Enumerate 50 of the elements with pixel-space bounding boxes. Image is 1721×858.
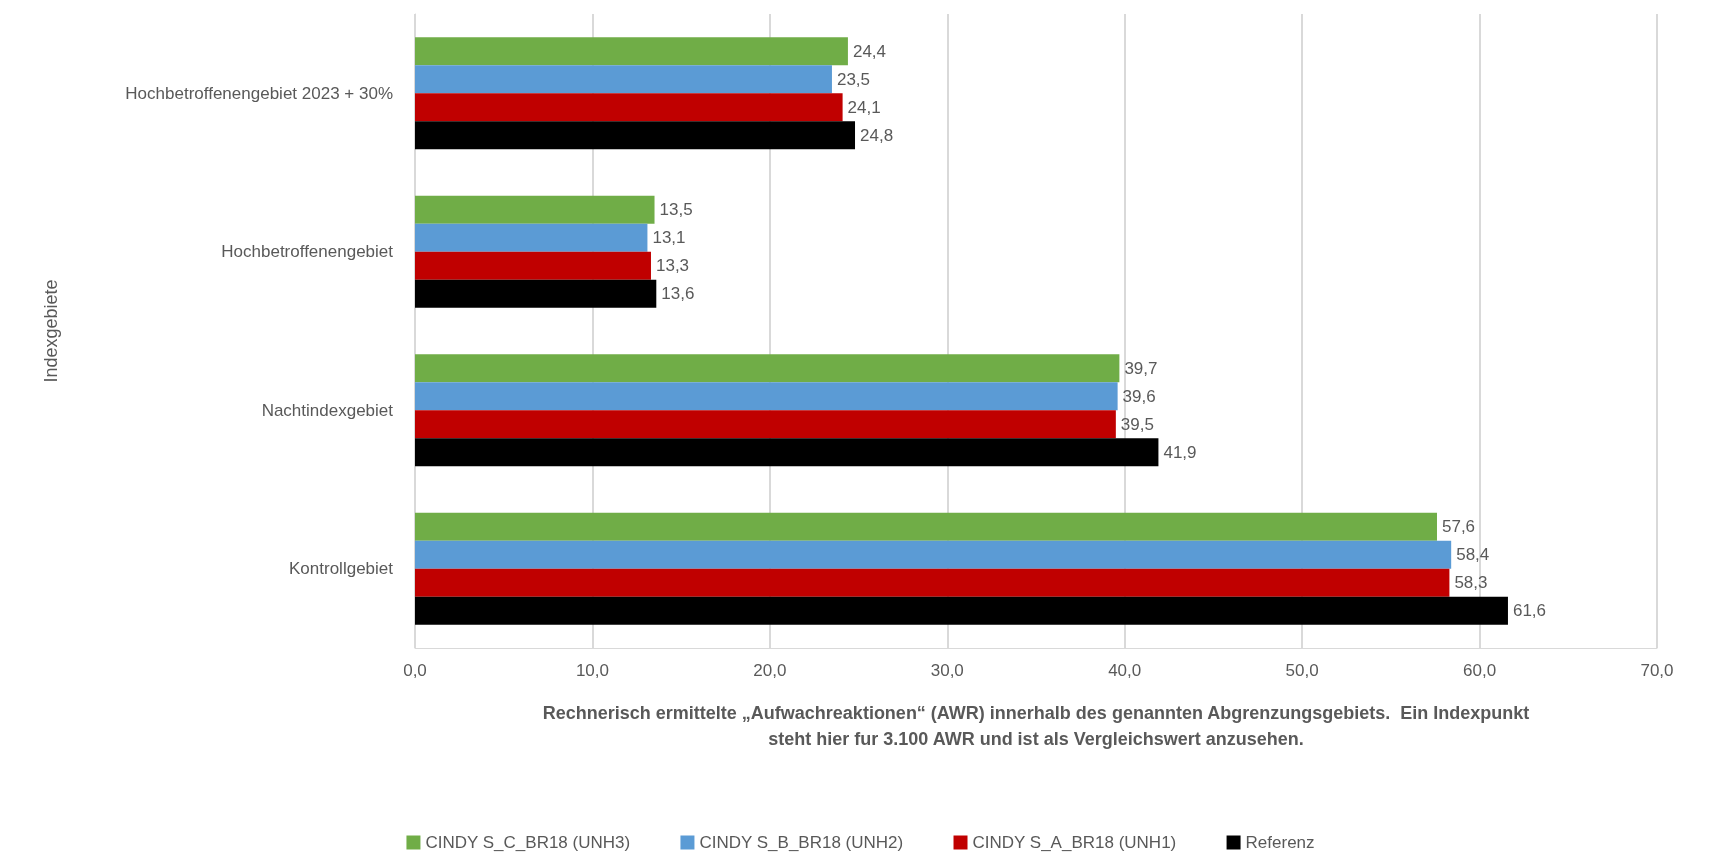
bar (415, 223, 648, 252)
legend-label: CINDY S_B_BR18 (UNH2) (699, 833, 904, 852)
x-tick-label: 50,0 (1285, 661, 1319, 680)
y-axis-title: Indexgebiete (41, 279, 61, 383)
bar (415, 568, 1450, 597)
y-tick-label: Nachtindexgebiet (261, 400, 394, 420)
bar (415, 410, 1116, 439)
y-tick-label: Hochbetroffenengebiet (221, 242, 394, 262)
data-label: 41,9 (1163, 442, 1197, 462)
bar (415, 354, 1120, 383)
y-tick-label: Kontrollgebiet (289, 559, 394, 579)
x-tick-label: 10,0 (575, 661, 609, 680)
bar (415, 65, 832, 94)
x-tick-label: 0,0 (403, 661, 427, 680)
data-label: 24,4 (852, 41, 887, 61)
legend-label: CINDY S_A_BR18 (UNH1) (972, 833, 1177, 852)
data-label: 23,5 (836, 69, 871, 89)
bar (415, 279, 657, 308)
bar (415, 512, 1437, 541)
data-label: 24,1 (847, 97, 881, 117)
bar (415, 251, 651, 280)
data-label: 13,3 (655, 256, 690, 276)
legend-label: Referenz (1245, 833, 1315, 852)
data-label: 39,6 (1122, 386, 1156, 406)
x-tick-label: 40,0 (1108, 661, 1142, 680)
x-axis-title: Rechnerisch ermittelte „Aufwachreaktionen“ (AWR) innerhalb des genannten Abgrenzungsgebiets. Ein Indexpunkt steht hier fur 3.100 AWR und ist als Vergleichswert anzusehen. (542, 703, 1530, 749)
bar (415, 121, 856, 150)
data-label: 58,3 (1454, 573, 1488, 593)
data-label: 13,6 (661, 284, 695, 304)
y-tick-label: Hochbetroffenengebiet 2023 + 30% (125, 83, 393, 103)
bar (415, 540, 1452, 569)
bar (415, 37, 848, 66)
legend-label: CINDY S_C_BR18 (UNH3) (425, 833, 631, 852)
x-tick-label: 60,0 (1463, 661, 1497, 680)
data-label: 13,1 (652, 228, 686, 248)
bar (415, 382, 1118, 411)
bar (415, 93, 843, 122)
x-tick-label: 30,0 (930, 661, 964, 680)
data-label: 39,5 (1120, 414, 1154, 434)
data-label: 24,8 (860, 125, 894, 145)
x-tick-label: 70,0 (1640, 661, 1674, 680)
bar (415, 438, 1159, 467)
data-label: 39,7 (1124, 358, 1158, 378)
data-label: 58,4 (1456, 545, 1490, 565)
bar (415, 195, 655, 224)
data-label: 61,6 (1512, 601, 1547, 621)
data-label: 13,5 (659, 200, 693, 220)
x-tick-label: 20,0 (753, 661, 787, 680)
bar (415, 596, 1508, 625)
data-label: 57,6 (1441, 517, 1476, 537)
